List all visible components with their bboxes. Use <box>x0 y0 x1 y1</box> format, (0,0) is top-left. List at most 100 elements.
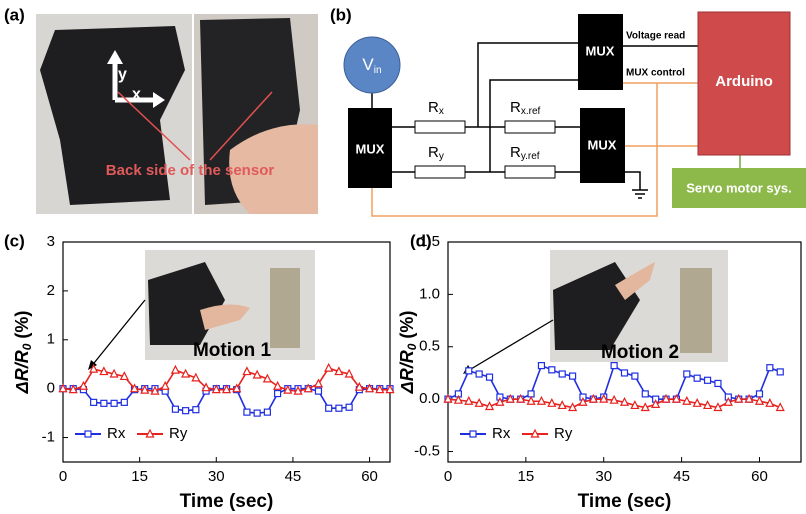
legend-label: Rx <box>492 425 511 442</box>
axis-label: y <box>118 66 127 83</box>
resistor-label: Rx <box>428 99 444 117</box>
y-tick-label: 0 <box>47 380 55 397</box>
marker <box>549 367 555 373</box>
mux-label: MUX <box>356 141 385 156</box>
marker <box>274 382 281 389</box>
marker <box>91 399 97 405</box>
marker <box>642 391 648 397</box>
marker <box>172 366 179 373</box>
panel-label: (c) <box>4 231 25 250</box>
marker <box>264 409 270 415</box>
marker <box>715 380 721 386</box>
y-tick-label: -1 <box>42 429 55 446</box>
resistor-label: Rx.ref <box>510 99 541 117</box>
servo-label: Servo motor sys. <box>686 180 792 195</box>
marker <box>684 371 690 377</box>
marker <box>777 369 783 375</box>
mux-label: MUX <box>588 137 617 152</box>
marker <box>326 405 332 411</box>
marker <box>632 373 638 379</box>
marker <box>767 365 773 371</box>
legend-label: Rx <box>107 425 126 442</box>
photo-caption: Back side of the sensor <box>106 162 275 179</box>
marker <box>705 377 711 383</box>
legend-label: Ry <box>169 425 188 442</box>
x-tick-label: 0 <box>444 468 452 485</box>
marker <box>121 399 127 405</box>
marker <box>193 407 199 413</box>
resistor-label: Ry.ref <box>510 144 540 162</box>
resistor-main: R <box>510 99 521 116</box>
x-tick-label: 30 <box>595 468 612 485</box>
marker <box>570 373 576 379</box>
x-tick-label: 60 <box>361 468 378 485</box>
y-tick-label: 3 <box>47 233 55 250</box>
y-tick-label: 1.0 <box>419 285 440 302</box>
marker <box>183 408 189 414</box>
y-tick-label: 1 <box>47 331 55 348</box>
marker <box>559 371 565 377</box>
photo-panel-a: y x Back side of the sensor <box>36 14 318 214</box>
legend-marker <box>85 431 91 437</box>
x-tick-label: 60 <box>751 468 768 485</box>
circuit-diagram: Vin MUX MUX MUX Rx Rx.ref Ry Ry.ref Volt… <box>344 12 806 216</box>
y-axis-label-tail: (%) <box>397 311 417 344</box>
vin-sub: in <box>374 65 382 76</box>
inset-label: Motion 2 <box>601 342 679 363</box>
x-axis-label: Time (sec) <box>578 491 672 512</box>
figure: (a) (b) (c) (d) y x Back side of the sen… <box>0 0 806 514</box>
x-tick-label: 45 <box>673 468 690 485</box>
y-axis-label-main: ΔR/R <box>397 350 417 394</box>
resistor-sub: x.ref <box>521 106 541 117</box>
x-tick-label: 0 <box>59 468 67 485</box>
y-tick-label: 1.5 <box>419 233 440 250</box>
resistor-sub: y.ref <box>521 151 540 162</box>
signal-label: Voltage read <box>626 31 685 42</box>
x-tick-label: 15 <box>131 468 148 485</box>
mux-label: MUX <box>586 43 615 58</box>
inset-label: Motion 1 <box>193 340 272 361</box>
y-axis-label-tail: (%) <box>12 311 32 344</box>
resistor-main: R <box>428 99 439 116</box>
resistor-label: Ry <box>428 144 444 162</box>
x-tick-label: 45 <box>285 468 302 485</box>
vin-main: V <box>362 55 374 74</box>
x-axis-label: Time (sec) <box>180 491 274 512</box>
marker <box>172 406 178 412</box>
resistor-main: R <box>510 144 521 161</box>
legend-marker <box>470 431 476 437</box>
marker <box>622 370 628 376</box>
resistor-sub: y <box>439 151 444 162</box>
x-tick-label: 15 <box>518 468 535 485</box>
panel-label: (b) <box>330 5 352 24</box>
inset-photo <box>463 250 728 374</box>
marker <box>346 404 352 410</box>
y-axis-label: ΔR/R0 (%) <box>397 311 419 395</box>
signal-label: MUX control <box>626 68 685 79</box>
marker <box>254 410 260 416</box>
marker <box>336 405 342 411</box>
marker <box>694 375 700 381</box>
marker <box>466 368 472 374</box>
resistor-main: R <box>428 144 439 161</box>
arduino-label: Arduino <box>715 73 773 90</box>
marker <box>611 363 617 369</box>
y-tick-label: 0.0 <box>419 390 440 407</box>
marker <box>243 368 250 375</box>
marker <box>538 363 544 369</box>
y-tick-label: 2 <box>47 282 55 299</box>
marker <box>476 371 482 377</box>
axis-label: x <box>132 86 141 103</box>
marker <box>101 400 107 406</box>
y-axis-label: ΔR/R0 (%) <box>12 311 34 395</box>
resistor-sub: x <box>439 106 444 117</box>
panel-label: (a) <box>4 5 25 24</box>
y-tick-label: 0.5 <box>419 338 440 355</box>
marker <box>487 374 493 380</box>
x-tick-label: 30 <box>208 468 225 485</box>
marker <box>244 409 250 415</box>
marker <box>315 388 321 394</box>
marker <box>275 391 281 397</box>
marker <box>111 400 117 406</box>
marker <box>325 364 332 371</box>
